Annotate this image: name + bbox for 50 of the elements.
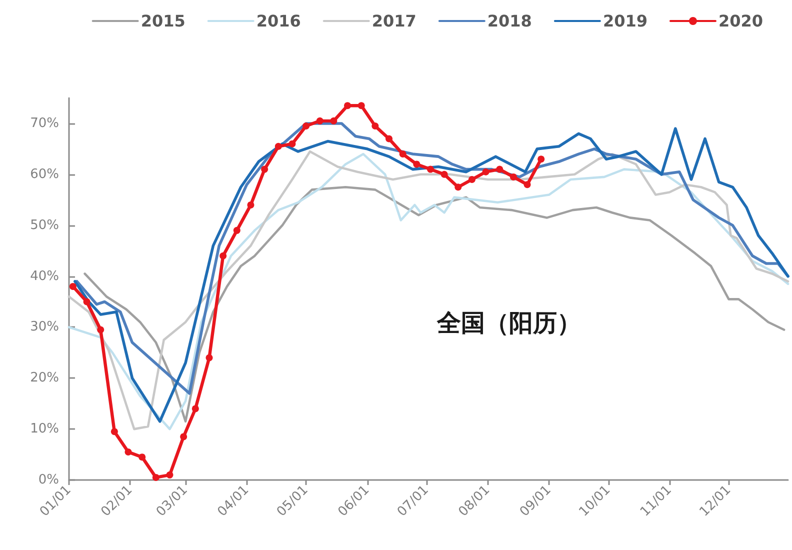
point: [180, 433, 188, 440]
point: [274, 142, 282, 150]
point: [399, 150, 406, 158]
y-tick-label: 70%: [30, 116, 59, 131]
point: [440, 170, 448, 178]
y-tick-label: 20%: [30, 370, 59, 386]
y-tick-label: 10%: [30, 422, 59, 437]
point: [261, 166, 268, 173]
legend-label: 2017: [372, 12, 416, 30]
point: [426, 166, 434, 173]
point: [69, 282, 76, 290]
y-tick-label: 50%: [30, 218, 59, 233]
point: [330, 117, 338, 124]
annotation: 全国（阳历）: [436, 309, 581, 337]
point: [220, 252, 227, 260]
point: [358, 102, 365, 110]
legend-label: 2015: [140, 12, 186, 30]
point: [206, 354, 213, 362]
point: [152, 474, 160, 481]
point: [524, 181, 531, 188]
point: [496, 166, 504, 173]
point: [192, 405, 199, 412]
point: [413, 160, 420, 168]
point: [166, 471, 174, 478]
point: [138, 454, 146, 461]
y-tick-label: 40%: [30, 268, 59, 284]
legend-label: 2016: [256, 12, 301, 30]
point: [110, 428, 118, 436]
point: [454, 184, 462, 191]
point: [386, 135, 392, 142]
point: [97, 326, 104, 334]
point: [372, 122, 379, 130]
point: [288, 140, 296, 148]
point: [302, 122, 310, 130]
y-tick-label: 60%: [30, 166, 59, 182]
y-tick-label: 30%: [30, 320, 59, 335]
point: [247, 201, 254, 208]
point: [538, 156, 545, 163]
point: [510, 173, 517, 180]
y-tick-label: 0%: [38, 472, 59, 488]
point: [482, 168, 490, 176]
legend-label: 2018: [487, 12, 532, 30]
point: [124, 448, 132, 456]
legend-label: 2020: [718, 12, 763, 30]
point: [316, 117, 324, 124]
point: [83, 298, 90, 306]
point: [344, 102, 352, 110]
legend-label: 2019: [602, 12, 648, 30]
point: [233, 226, 240, 234]
point: [468, 176, 476, 183]
